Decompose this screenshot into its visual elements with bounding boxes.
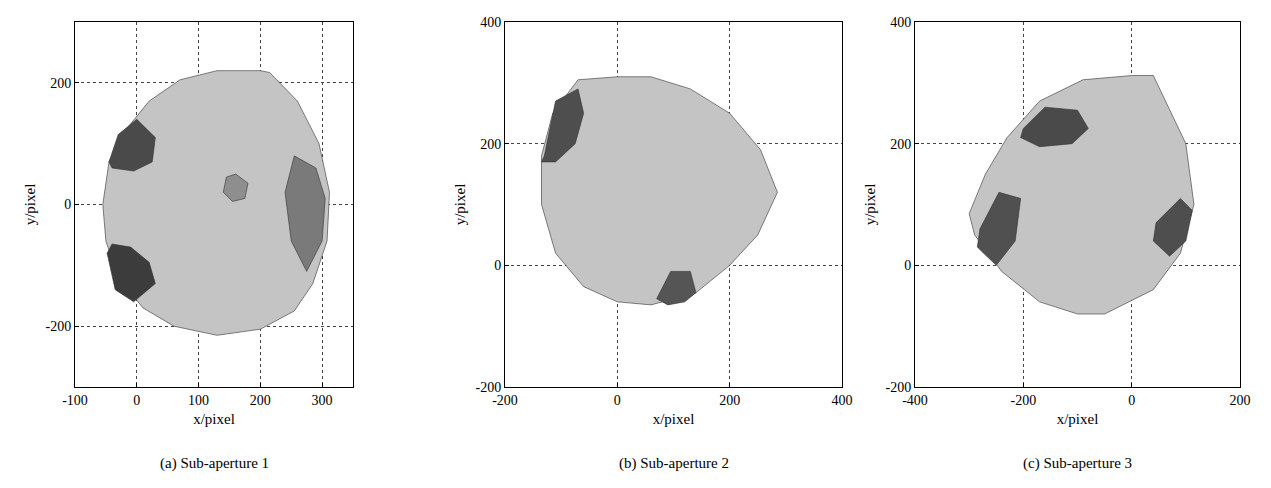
svg-text:400: 400 xyxy=(890,15,911,30)
svg-text:y/pixel: y/pixel xyxy=(22,184,38,226)
svg-text:0: 0 xyxy=(494,258,501,273)
svg-text:0: 0 xyxy=(133,393,140,408)
svg-text:-200: -200 xyxy=(476,380,502,395)
svg-text:-200: -200 xyxy=(1010,393,1036,408)
svg-text:200: 200 xyxy=(719,393,740,408)
svg-text:-200: -200 xyxy=(46,319,72,334)
svg-text:-100: -100 xyxy=(62,393,88,408)
svg-text:200: 200 xyxy=(250,393,271,408)
svg-text:y/pixel: y/pixel xyxy=(452,184,468,226)
svg-text:400: 400 xyxy=(832,393,853,408)
svg-text:400: 400 xyxy=(480,15,501,30)
svg-text:200: 200 xyxy=(50,76,71,91)
svg-text:(c) Sub-aperture 3: (c) Sub-aperture 3 xyxy=(1023,455,1132,472)
svg-text:100: 100 xyxy=(188,393,209,408)
svg-text:-200: -200 xyxy=(492,393,518,408)
svg-text:x/pixel: x/pixel xyxy=(653,411,695,427)
svg-text:0: 0 xyxy=(1128,393,1135,408)
svg-text:-400: -400 xyxy=(902,393,928,408)
svg-text:x/pixel: x/pixel xyxy=(1057,411,1099,427)
svg-text:0: 0 xyxy=(64,197,71,212)
svg-text:(b) Sub-aperture 2: (b) Sub-aperture 2 xyxy=(619,455,729,472)
svg-text:0: 0 xyxy=(904,258,911,273)
svg-text:200: 200 xyxy=(480,137,501,152)
svg-text:0: 0 xyxy=(614,393,621,408)
svg-text:(a) Sub-aperture 1: (a) Sub-aperture 1 xyxy=(160,455,269,472)
svg-text:200: 200 xyxy=(890,137,911,152)
svg-text:-200: -200 xyxy=(886,380,912,395)
svg-text:200: 200 xyxy=(1230,393,1251,408)
svg-text:y/pixel: y/pixel xyxy=(862,184,878,226)
svg-text:300: 300 xyxy=(312,393,333,408)
svg-text:x/pixel: x/pixel xyxy=(193,411,235,427)
